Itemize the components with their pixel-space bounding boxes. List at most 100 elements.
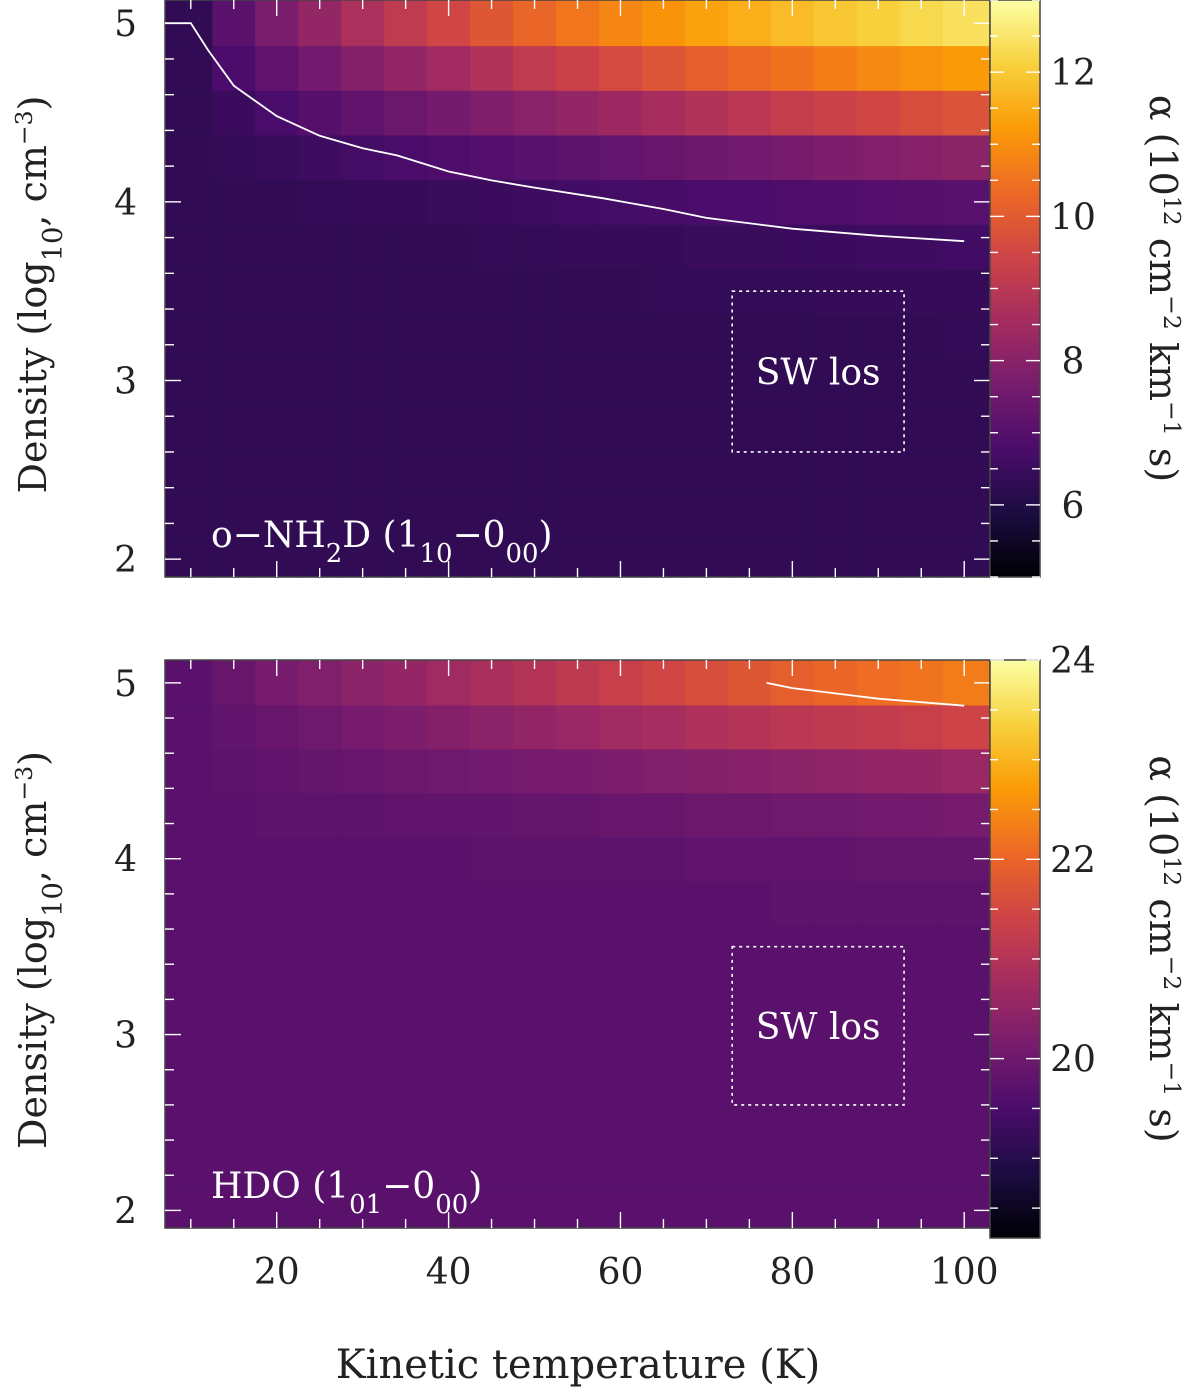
heatmap-cell: [856, 134, 901, 181]
heatmap-cell: [770, 90, 815, 136]
colorbar: [989, 659, 1041, 1239]
sw-los-label: SW los: [756, 1007, 881, 1048]
heatmap-cell: [255, 90, 299, 136]
heatmap-cell: [684, 447, 729, 493]
heatmap-cell: [813, 1012, 858, 1058]
heatmap-cell: [341, 704, 385, 750]
heatmap-cell: [384, 968, 428, 1014]
heatmap-cell: [684, 358, 729, 404]
heatmap-cell: [813, 402, 858, 449]
heatmap-cell: [165, 313, 213, 359]
heatmap-cell: [770, 924, 815, 970]
heatmap-cell: [427, 313, 471, 359]
heatmap-cell: [684, 880, 729, 926]
heatmap-cell: [255, 492, 299, 538]
heatmap-cell: [813, 836, 858, 882]
heatmap-cell: [556, 224, 600, 270]
heatmap-cell: [212, 968, 256, 1014]
heatmap-cell: [856, 492, 901, 538]
heatmap-cell: [341, 45, 385, 91]
heatmap-cell: [470, 968, 514, 1014]
heatmap-cell: [770, 268, 815, 315]
heatmap-cell: [212, 1056, 256, 1102]
heatmap-cell: [813, 1100, 858, 1146]
heatmap-cell: [899, 224, 944, 270]
heatmap-cell: [727, 968, 772, 1014]
heatmap-cell: [684, 45, 729, 91]
heatmap-cell: [856, 1056, 901, 1102]
heatmap-cell: [427, 1100, 471, 1146]
heatmap-cell: [513, 447, 557, 493]
heatmap-cell: [212, 1012, 256, 1058]
heatmap-cell: [770, 1144, 815, 1190]
heatmap-cell: [556, 268, 600, 315]
heatmap-cell: [298, 1100, 342, 1146]
heatmap-cell: [899, 968, 944, 1014]
heatmap-cell: [341, 492, 385, 538]
heatmap-cell: [942, 968, 991, 1014]
heatmap-cell: [513, 179, 557, 225]
contour-line: [766, 682, 965, 707]
heatmap-cell: [212, 179, 256, 225]
heatmap-cell: [513, 1144, 557, 1190]
heatmap-cell: [641, 224, 686, 270]
heatmap-cell: [255, 45, 299, 91]
molecule-label: HDO (101−000): [211, 1166, 482, 1220]
heatmap-cell: [341, 836, 385, 882]
heatmap-cell: [770, 224, 815, 270]
heatmap-cell: [470, 313, 514, 359]
heatmap-cell: [727, 704, 772, 750]
heatmap-cell: [556, 836, 600, 882]
heatmap-cell: [598, 836, 643, 882]
heatmap-cell: [212, 924, 256, 970]
heatmap-cell: [770, 179, 815, 225]
heatmap-cell: [641, 924, 686, 970]
heatmap-cell: [298, 1056, 342, 1102]
heatmap-cell: [556, 1144, 600, 1190]
heatmap-cell: [341, 880, 385, 926]
heatmap-cell: [165, 748, 213, 794]
heatmap-cell: [727, 402, 772, 449]
heatmap-cell: [513, 1012, 557, 1058]
colorbar-label: α (1012 cm−2 km−1 s): [1141, 755, 1186, 1142]
heatmap-cell: [212, 836, 256, 882]
y-axis-label: Density (log10, cm−3): [10, 96, 69, 494]
heatmap-cell: [255, 447, 299, 493]
heatmap-cell: [727, 45, 772, 91]
heatmap-cell: [513, 224, 557, 270]
heatmap-cell: [513, 492, 557, 538]
heatmap-cell: [298, 358, 342, 404]
y-axis-label: Density (log10, cm−3): [10, 751, 69, 1149]
heatmap-cell: [384, 45, 428, 91]
heatmap-cell: [641, 836, 686, 882]
heatmap-cell: [684, 748, 729, 794]
x-tick-label: 100: [930, 1252, 999, 1293]
heatmap-cell: [856, 45, 901, 91]
heatmap-cell: [341, 924, 385, 970]
heatmap-cell: [942, 447, 991, 493]
heatmap-cell: [298, 1012, 342, 1058]
heatmap-cell: [942, 792, 991, 838]
heatmap-cell: [255, 836, 299, 882]
heatmap-cell: [770, 313, 815, 359]
heatmap-cell: [856, 402, 901, 449]
heatmap-cell: [770, 748, 815, 794]
heatmap-cell: [684, 792, 729, 838]
heatmap-cell: [212, 45, 256, 91]
heatmap-cells: [165, 660, 991, 1229]
heatmap-cell: [427, 224, 471, 270]
heatmap-cell: [727, 880, 772, 926]
x-tick-label: 60: [598, 1252, 644, 1293]
heatmap-cell: [556, 179, 600, 225]
heatmap-cell: [598, 968, 643, 1014]
heatmap-cell: [212, 447, 256, 493]
heatmap-cell: [212, 1144, 256, 1190]
heatmap-cell: [470, 492, 514, 538]
molecule-label: o−NH2D (110−000): [211, 515, 553, 569]
heatmap-cell: [727, 313, 772, 359]
heatmap-cell: [727, 1144, 772, 1190]
heatmap-cell: [598, 358, 643, 404]
heatmap-cell: [727, 134, 772, 181]
heatmap-cell: [513, 358, 557, 404]
heatmap-cell: [942, 134, 991, 181]
